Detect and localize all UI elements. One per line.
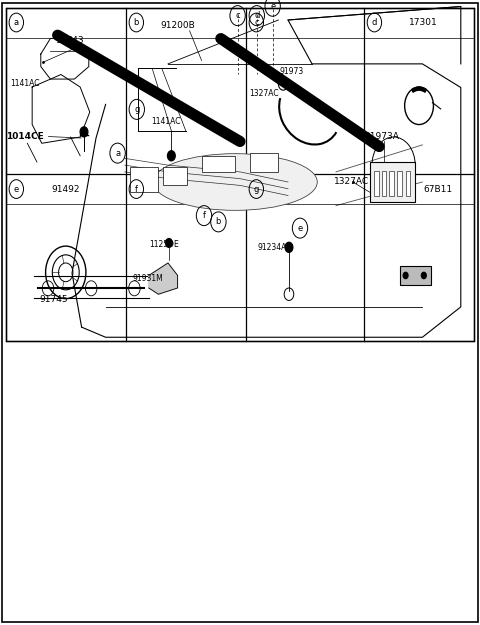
Bar	[389, 171, 394, 196]
Circle shape	[166, 239, 172, 248]
Text: e: e	[14, 184, 19, 194]
Text: 1327AC: 1327AC	[334, 177, 369, 186]
Text: a: a	[14, 18, 19, 27]
Polygon shape	[149, 263, 178, 294]
Text: b: b	[216, 217, 221, 226]
Bar	[6, 8, 474, 341]
Text: c: c	[254, 18, 259, 27]
Text: d: d	[372, 18, 377, 27]
Text: g: g	[134, 105, 140, 114]
Circle shape	[403, 272, 408, 279]
Text: 1014CE: 1014CE	[6, 132, 44, 141]
Text: 91931M: 91931M	[133, 274, 164, 283]
Bar	[2, 3, 478, 341]
Circle shape	[168, 151, 175, 161]
Text: 17301: 17301	[409, 18, 438, 27]
Text: f: f	[135, 184, 138, 194]
Text: 1327AC: 1327AC	[250, 89, 279, 98]
Wedge shape	[412, 87, 426, 92]
Bar	[130, 167, 158, 192]
Bar	[163, 167, 187, 186]
Text: e: e	[270, 2, 275, 11]
Text: b: b	[133, 18, 139, 27]
Text: 91234A: 91234A	[258, 243, 287, 252]
Text: 1141AC: 1141AC	[11, 79, 40, 88]
FancyBboxPatch shape	[400, 266, 431, 285]
Text: 91200B: 91200B	[161, 21, 195, 30]
Text: d: d	[254, 11, 260, 20]
FancyBboxPatch shape	[370, 162, 415, 202]
Text: 1125DE: 1125DE	[149, 240, 179, 249]
Bar	[406, 171, 410, 196]
Text: 1141AC: 1141AC	[151, 117, 180, 126]
Text: a: a	[115, 149, 120, 158]
Bar	[250, 153, 278, 172]
Ellipse shape	[153, 154, 317, 211]
Bar	[382, 171, 386, 196]
Bar	[374, 171, 379, 196]
Text: 91743: 91743	[55, 36, 84, 46]
Text: c: c	[235, 11, 240, 20]
Text: 67B11: 67B11	[423, 184, 453, 194]
Text: g: g	[253, 184, 259, 194]
Circle shape	[80, 127, 88, 137]
Text: f: f	[203, 211, 205, 220]
Text: e: e	[298, 224, 302, 232]
Circle shape	[421, 272, 426, 279]
Text: 91492: 91492	[51, 184, 80, 194]
Text: 91973: 91973	[279, 67, 304, 76]
Text: 91745: 91745	[39, 295, 68, 304]
Text: 91973A: 91973A	[365, 132, 400, 141]
Bar	[202, 156, 235, 172]
Bar	[397, 171, 402, 196]
Circle shape	[285, 242, 293, 252]
